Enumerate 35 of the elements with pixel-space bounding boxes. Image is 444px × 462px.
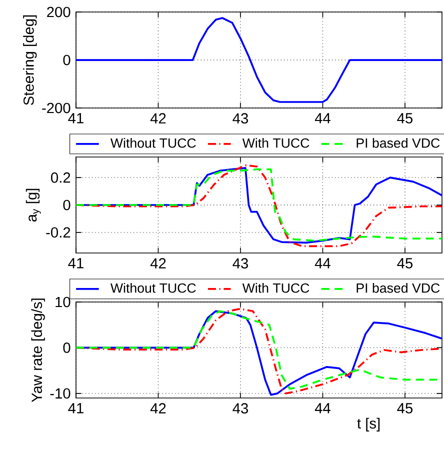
x-tick-label: 42 <box>150 258 166 268</box>
y-axis-title: a$_{y}$ [g] <box>26 188 41 222</box>
x-tick-label: 45 <box>397 403 412 414</box>
y-tick-label: 0.2 <box>51 172 70 183</box>
y-tick-label: -200 <box>42 102 70 114</box>
x-tick-label: 42 <box>150 113 166 124</box>
y-tick-label: 0 <box>63 54 70 66</box>
y-axis-title: Steering [deg] <box>23 15 37 105</box>
legend-label: With TUCC <box>242 282 310 293</box>
y-tick-label: -10 <box>50 388 70 399</box>
x-tick-label: 45 <box>397 258 412 268</box>
legend-label: PI based VDC <box>356 138 440 148</box>
x-tick-label: 43 <box>232 403 248 414</box>
x-tick-label: 45 <box>397 113 412 124</box>
x-axis-title: t [s] <box>357 418 380 432</box>
x-tick-label: 43 <box>232 113 248 124</box>
x-tick-label: 41 <box>68 403 84 414</box>
y-tick-label: -0.2 <box>46 227 70 238</box>
line-series <box>76 17 442 103</box>
legend-label: Without TUCC <box>110 138 196 148</box>
y-tick-label: 0 <box>63 200 70 210</box>
x-tick-label: 41 <box>68 258 84 268</box>
x-tick-label: 44 <box>314 258 330 268</box>
y-tick-label: 10 <box>56 296 70 308</box>
x-tick-label: 44 <box>314 113 330 124</box>
x-tick-label: 42 <box>150 403 166 414</box>
x-tick-label: 44 <box>314 403 330 414</box>
legend-label: Without TUCC <box>110 282 196 293</box>
legend-label: With TUCC <box>242 138 310 148</box>
y-axis-title: Yaw rate [deg/s] <box>31 298 45 402</box>
legend-label: PI based VDC <box>356 282 440 293</box>
x-tick-label: 41 <box>68 113 84 124</box>
y-tick-label: 200 <box>47 6 70 18</box>
y-tick-label: 0 <box>63 342 70 353</box>
x-tick-label: 43 <box>232 258 248 269</box>
